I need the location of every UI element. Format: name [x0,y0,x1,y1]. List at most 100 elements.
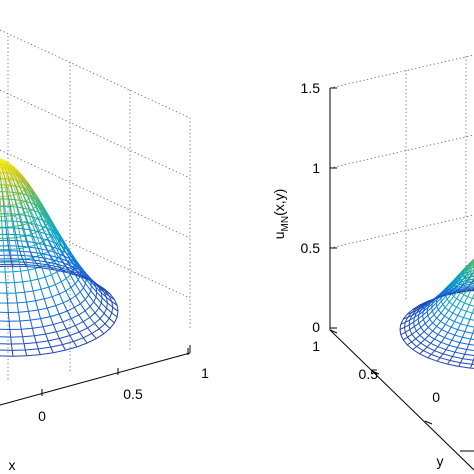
left-mesh-spoke-195 [55,331,60,339]
left-mesh-spoke-803 [3,213,6,221]
left-mesh-spoke-843 [10,185,14,193]
left-mesh-spoke-183 [19,214,24,226]
left-mesh-spoke-145 [50,274,56,285]
left-mesh-spoke-204 [12,204,16,216]
right-mesh-spoke-367 [461,331,466,338]
left-mesh-spoke-866 [17,192,21,201]
left-mesh-spoke-917 [51,246,57,253]
left-mesh-spoke-104 [75,295,81,304]
left-mesh-spoke-148 [62,302,68,312]
left-mesh-spoke-168 [48,286,53,297]
left-mesh-spoke-231 [18,260,22,272]
right-mesh-spoke-416 [430,350,435,355]
right-mesh-spoke-651 [448,283,454,288]
left-mesh-spoke-86 [99,318,106,325]
left-mesh-spoke-828 [15,234,18,241]
right-mesh-spoke-365 [466,319,471,326]
right-mesh-spoke-657 [426,300,431,304]
right-mesh-spoke-458 [424,335,430,340]
right-mesh-spoke-392 [445,344,450,350]
left-mesh-spoke-166 [41,266,46,278]
right-mesh-spoke-459 [420,339,426,344]
left-mesh-spoke-1011 [104,290,111,295]
right-mesh-spoke-483 [406,341,412,346]
right-mesh-spoke-411 [447,326,452,333]
left-mesh-spoke-857 [37,265,41,269]
right-z-label-main: u [271,231,287,239]
right-z-ticks: 1.5 1 0.5 0 [301,80,337,335]
left-mesh-spoke-227 [10,215,14,227]
left-mesh-spoke-928 [15,170,20,177]
left-mesh-spoke-1031 [98,287,105,293]
right-mesh-spoke-368 [459,337,463,343]
left-mesh-spoke-1027 [77,263,84,271]
left-mesh-spoke-955 [38,206,45,216]
right-y-axis-label: y [437,453,444,469]
left-mesh-spoke-113 [12,176,19,184]
right-mesh-spoke-701 [442,293,447,297]
left-mesh-spoke-893 [37,231,42,239]
left-mesh-spoke-211 [30,280,34,292]
left-mesh-spoke-911 [30,202,35,212]
right-mesh-spoke-650 [452,279,457,284]
left-mesh-spoke-862 [7,168,11,174]
left-mesh-spoke-61 [88,294,95,303]
left-mesh-spoke-9 [48,218,55,229]
left-mesh-spoke-818 [1,167,4,173]
right-mesh-spoke-527 [400,331,406,336]
right-mesh-spoke-516 [449,285,456,292]
left-mesh-spoke-855 [33,259,37,264]
right-z-tick-3: 1.5 [301,80,321,96]
left-mesh-spoke-849 [22,228,26,236]
left-mesh-spoke-60 [83,287,90,296]
right-mesh-spoke-635 [420,304,425,308]
left-mesh-spoke-199 [0,166,4,173]
left-mesh-spoke-898 [52,259,57,265]
left-mesh-spoke-247 [2,196,6,207]
right-mesh-spoke-719 [462,282,466,287]
left-mesh-spoke-102 [65,278,72,288]
right-mesh-spoke-571 [400,321,406,325]
left-mesh-spoke-38 [85,283,92,291]
left-mesh-spoke-824 [9,206,13,214]
right-mesh-spoke-369 [456,342,461,348]
left-mesh-spoke-877 [45,261,49,266]
left-mesh-spoke-85 [94,312,101,319]
left-mesh-spoke-821 [5,184,8,192]
left-mesh-spoke-17 [91,285,98,293]
right-mesh-spoke-676 [444,290,449,294]
left-mesh-spoke-878 [47,264,52,268]
left-mesh-spoke-1054 [106,297,113,303]
right-mesh-spoke-570 [405,319,411,323]
left-mesh-spoke-938 [54,242,60,250]
right-mesh-spoke-746 [460,290,463,293]
left-mesh-spoke-897 [49,255,54,261]
left-mesh-spoke-259 [19,320,22,330]
left-mesh-spoke-853 [29,251,33,257]
left-mesh-spoke-213 [35,300,39,311]
right-mesh-spoke-587 [429,299,435,305]
left-mesh-spoke-914 [41,225,46,234]
right-mesh-spoke-626 [456,273,461,279]
left-mesh-spoke-884 [10,168,15,175]
left-mesh-spoke-80 [69,274,76,285]
left-mesh-spoke-901 [62,269,66,273]
left-mesh-spoke-210 [27,269,32,281]
right-mesh-spoke-519 [436,301,442,307]
left-mesh-spoke-918 [55,252,60,259]
left-mesh-spoke-142 [38,243,44,255]
right-mesh-spoke-542 [431,302,437,308]
right-mesh-spoke-453 [444,310,450,317]
left-mesh-spoke-64 [103,313,110,319]
left-mesh-spoke-54 [52,233,59,244]
left-mesh-spoke-876 [42,257,47,262]
right-mesh-spoke-364 [469,312,473,320]
left-mesh-spoke-954 [34,198,40,207]
left-mesh-spoke-209 [25,258,29,271]
right-mesh-spoke-455 [436,321,441,327]
left-mesh-spoke-192 [46,307,51,317]
left-mesh-spoke-835 [24,264,28,267]
left-mesh-spoke-159 [16,193,21,204]
left-mesh-spoke-254 [12,271,15,283]
right-mesh-spoke-628 [448,281,453,287]
